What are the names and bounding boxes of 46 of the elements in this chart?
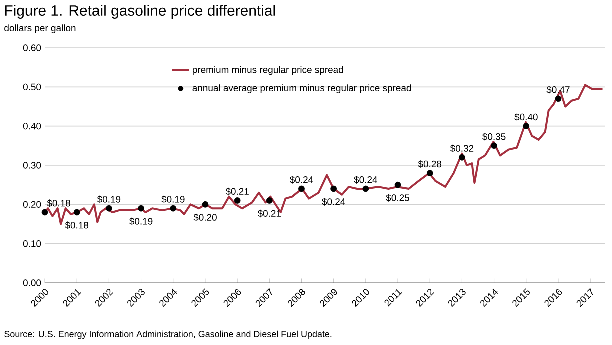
data-label: $0.21 xyxy=(226,188,249,196)
data-label: $0.40 xyxy=(514,113,538,122)
point xyxy=(523,123,530,130)
point xyxy=(138,205,144,212)
data-label: $0.19 xyxy=(130,218,153,226)
point xyxy=(74,209,80,216)
data-label: $0.24 xyxy=(354,176,378,184)
data-label: $0.18 xyxy=(65,222,89,230)
source-note: Source: U.S. Energy Information Administration, Gasoline and Diesel Fuel Update. xyxy=(4,330,332,340)
point xyxy=(266,198,273,204)
point xyxy=(170,205,177,212)
point xyxy=(491,142,498,150)
y-tick-label: 0.00 xyxy=(23,280,42,286)
data-label: $0.21 xyxy=(258,210,282,218)
point xyxy=(362,186,370,192)
data-label: $0.35 xyxy=(482,133,506,141)
y-axis-title: dollars per gallon xyxy=(4,24,76,34)
point xyxy=(426,170,434,177)
y-tick-label: 0.10 xyxy=(23,240,42,248)
point xyxy=(330,186,338,192)
data-label: $0.28 xyxy=(418,160,442,168)
point xyxy=(106,205,112,212)
data-label: $0.24 xyxy=(290,176,314,184)
point xyxy=(298,186,305,192)
point xyxy=(42,209,48,216)
data-label: $0.25 xyxy=(386,194,410,202)
y-tick-label: 0.60 xyxy=(23,44,42,52)
data-label: $0.18 xyxy=(47,200,70,208)
point xyxy=(234,198,241,204)
data-label: $0.19 xyxy=(162,196,185,204)
data-label: $0.47 xyxy=(546,86,570,94)
data-label: $0.24 xyxy=(322,198,346,206)
y-tick-label: 0.20 xyxy=(23,201,42,208)
point xyxy=(555,96,562,102)
data-label: $0.20 xyxy=(194,214,217,222)
legend-label: annual average premium minus regular price spread xyxy=(192,84,412,94)
point xyxy=(394,182,402,188)
y-tick-label: 0.40 xyxy=(23,122,42,130)
point xyxy=(202,201,209,208)
y-tick-label: 0.30 xyxy=(23,162,42,169)
y-tick-label: 0.50 xyxy=(23,84,42,91)
point xyxy=(459,154,466,161)
legend-label: premium minus regular price spread xyxy=(192,66,344,76)
data-label: $0.19 xyxy=(97,196,121,204)
chart-title: Figure 1. Retail gasoline price differential xyxy=(5,5,276,19)
data-label: $0.32 xyxy=(450,144,474,152)
